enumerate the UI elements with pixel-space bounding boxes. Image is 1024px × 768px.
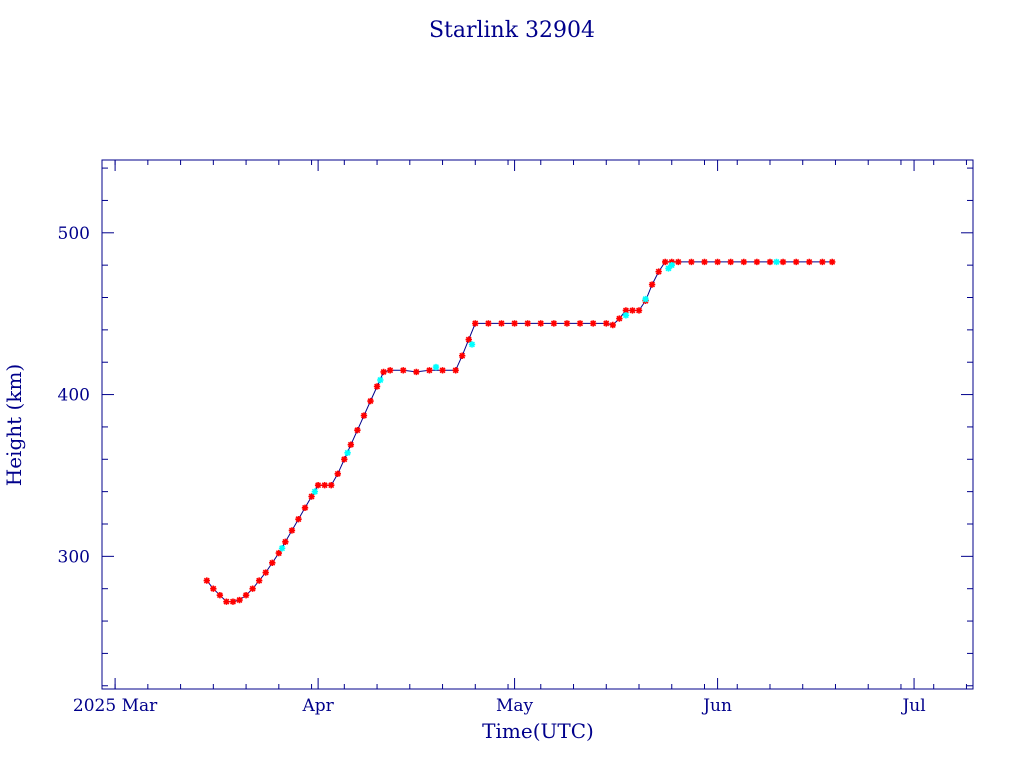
data-point-marker — [426, 367, 433, 374]
data-point-marker — [413, 368, 420, 376]
data-point-marker — [367, 397, 374, 405]
y-axis-title: Height (km) — [2, 364, 26, 486]
y-tick-label: 300 — [58, 547, 90, 567]
x-tick-label: Apr — [301, 696, 334, 716]
data-point-marker — [328, 481, 335, 489]
data-point-marker — [216, 591, 224, 599]
data-point-marker — [701, 258, 708, 266]
data-point-marker — [432, 363, 440, 371]
data-point-marker — [668, 261, 675, 269]
data-point-marker — [472, 320, 479, 327]
data-point-marker — [662, 258, 669, 266]
data-point-marker — [203, 577, 210, 584]
data-point-marker — [753, 258, 761, 266]
data-point-marker — [354, 426, 361, 434]
data-point-marker — [380, 368, 387, 376]
data-point-marker — [229, 598, 237, 605]
x-tick-label: 2025 Mar — [73, 696, 158, 716]
data-point-marker — [665, 265, 672, 272]
data-point-marker — [655, 268, 662, 275]
data-point-marker — [242, 591, 250, 599]
data-point-marker — [282, 538, 289, 545]
data-point-marker — [452, 367, 459, 374]
data-point-marker — [668, 258, 675, 266]
data-point-marker — [629, 307, 636, 314]
data-point-marker — [223, 598, 230, 605]
data-point-marker — [210, 585, 217, 592]
axis-ticks — [102, 160, 973, 689]
chart-title: Starlink 32904 — [429, 18, 595, 43]
data-point-marker — [616, 315, 623, 322]
data-point-marker — [485, 320, 492, 327]
data-point-marker — [275, 549, 283, 557]
data-point-marker — [714, 258, 721, 266]
trajectory-lines — [206, 261, 833, 603]
data-point-marker — [589, 320, 597, 327]
data-point-marker — [386, 367, 394, 374]
data-point-marker — [288, 527, 296, 534]
data-point-marker — [311, 488, 319, 495]
data-point-marker — [347, 441, 355, 448]
data-point-marker — [373, 383, 381, 390]
x-tick-label: May — [496, 696, 534, 716]
x-tick-label: Jun — [701, 696, 732, 716]
data-point-marker — [675, 258, 682, 266]
data-point-marker — [377, 376, 384, 384]
data-point-marker — [255, 577, 263, 584]
data-point-marker — [341, 456, 348, 463]
data-point-marker — [792, 258, 800, 266]
data-point-marker — [308, 493, 315, 500]
data-point-marker — [334, 470, 341, 478]
data-point-marker — [301, 504, 309, 512]
data-point-marker — [321, 481, 328, 489]
data-point-marker — [537, 320, 544, 327]
plot-border — [101, 159, 974, 690]
data-point-marker — [249, 585, 256, 592]
y-tick-label: 500 — [58, 224, 90, 244]
plot-frame — [101, 159, 974, 690]
data-point-marker — [819, 258, 826, 266]
data-point-marker — [622, 312, 630, 319]
data-point-marker — [622, 307, 630, 314]
data-point-marker — [563, 320, 571, 327]
data-point-marker — [344, 449, 351, 457]
trajectory-line — [206, 261, 833, 603]
data-point-marker — [648, 281, 656, 288]
data-point-marker — [314, 481, 322, 489]
data-point-marker — [727, 258, 734, 266]
data-point-marker — [524, 320, 531, 327]
data-point-marker — [458, 352, 466, 359]
data-point-marker — [439, 367, 446, 374]
data-point-marker — [740, 258, 747, 266]
data-markers — [203, 258, 836, 605]
data-point-marker — [828, 258, 836, 266]
data-point-marker — [688, 258, 695, 266]
y-tick-label: 400 — [58, 386, 90, 406]
data-point-marker — [766, 258, 774, 266]
data-point-marker — [269, 559, 276, 567]
data-point-marker — [262, 569, 269, 576]
x-axis-title: Time(UTC) — [482, 719, 594, 743]
data-point-marker — [550, 320, 558, 327]
data-point-marker — [400, 367, 407, 374]
data-point-marker — [278, 545, 286, 552]
x-tick-label: Jul — [900, 696, 925, 716]
data-point-marker — [635, 307, 643, 314]
data-point-marker — [806, 258, 813, 266]
data-point-marker — [468, 341, 476, 348]
data-point-marker — [576, 320, 584, 327]
data-point-marker — [642, 295, 649, 303]
data-point-marker — [779, 258, 787, 266]
data-point-marker — [773, 258, 780, 266]
data-point-marker — [360, 412, 368, 419]
data-point-marker — [295, 515, 302, 523]
data-point-marker — [511, 320, 518, 327]
data-point-marker — [609, 321, 617, 329]
data-point-marker — [465, 336, 472, 343]
tick-labels: 2025 Mar Apr May Jun Jul 300 400 500 — [58, 224, 926, 716]
data-point-marker — [498, 320, 505, 327]
data-point-marker — [603, 320, 610, 327]
data-point-marker — [236, 596, 243, 604]
